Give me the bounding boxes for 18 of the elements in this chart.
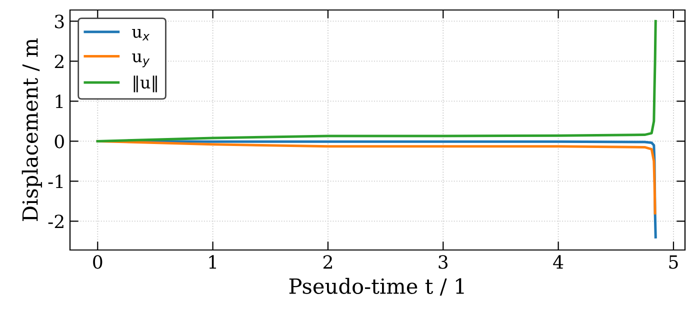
x-axis-title: Pseudo-time t / 1 <box>289 278 464 296</box>
y-tick-label: 1 <box>56 94 63 108</box>
y-tick-label: 3 <box>55 14 64 28</box>
y-axis-title: Displacement / m <box>22 38 42 222</box>
y-tick-label: 0 <box>54 134 64 148</box>
x-tick-label: 1 <box>209 255 216 269</box>
x-tick-label: 0 <box>93 255 102 269</box>
y-tick-label: 2 <box>54 54 64 68</box>
x-tick-label: 4 <box>553 255 564 269</box>
y-tick-label: -2 <box>48 214 64 228</box>
y-tick-label: -1 <box>48 174 63 188</box>
x-tick-label: 5 <box>669 255 678 269</box>
legend-label: ‖u‖ <box>134 76 157 92</box>
line-series <box>96 20 657 142</box>
x-tick-label: 3 <box>438 255 448 269</box>
x-tick-label: 2 <box>323 255 332 269</box>
legend-label: u$_{y}$ <box>132 53 150 68</box>
legend-label: u$_{x}$ <box>132 28 150 40</box>
